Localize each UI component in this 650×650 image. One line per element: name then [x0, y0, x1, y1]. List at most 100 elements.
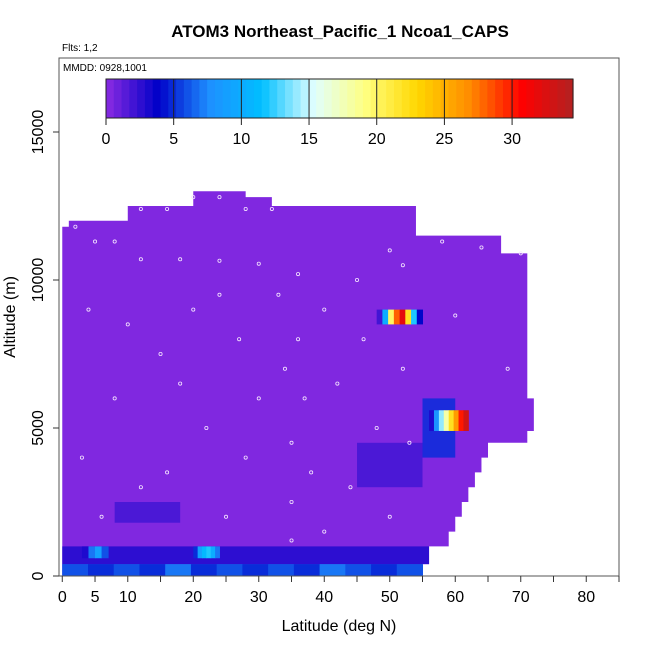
heatmap-cell: [443, 410, 450, 431]
sample-point: [387, 514, 392, 519]
y-tick-label: 15000: [30, 110, 47, 155]
colorbar-cell: [129, 79, 138, 118]
y-tick-label: 0: [30, 571, 47, 580]
sample-point: [407, 440, 412, 445]
sample-point: [138, 206, 143, 211]
colorbar-cell: [534, 79, 543, 118]
heatmap-cell: [268, 564, 295, 576]
colorbar-tick-label: 25: [436, 131, 454, 148]
heatmap-cell: [88, 564, 115, 576]
colorbar-cell: [549, 79, 559, 118]
colorbar-tick-label: 0: [102, 131, 111, 148]
colorbar-cell: [144, 79, 154, 118]
sample-point: [276, 292, 281, 297]
sample-point: [289, 440, 294, 445]
colorbar-cell: [495, 79, 504, 118]
sample-point: [518, 251, 523, 256]
heatmap-cell: [62, 564, 89, 576]
colorbar-cell: [168, 79, 177, 118]
sample-point: [191, 195, 196, 200]
heatmap-cell: [371, 564, 398, 576]
colorbar-cell: [502, 79, 512, 118]
sample-point: [93, 239, 98, 244]
heatmap-cell: [405, 309, 412, 325]
sample-point: [453, 313, 458, 318]
sample-point: [289, 538, 294, 543]
colorbar-cell: [191, 79, 200, 118]
sample-point: [282, 366, 287, 371]
sample-point: [400, 263, 405, 268]
heatmap-cell: [345, 564, 372, 576]
colorbar-cell: [292, 79, 302, 118]
heatmap-cell: [376, 309, 383, 325]
sample-point: [322, 307, 327, 312]
heatmap-cell: [193, 546, 199, 559]
colorbar-cell: [106, 79, 115, 118]
heatmap-cell: [453, 410, 460, 431]
colorbar-cell: [222, 79, 232, 118]
colorbar-tick-label: 20: [368, 131, 386, 148]
sample-point: [322, 529, 327, 534]
sample-point: [387, 248, 392, 253]
heatmap-cell: [210, 546, 216, 559]
sample-point: [505, 366, 510, 371]
flights-label: Flts: 1,2: [62, 43, 98, 54]
colorbar-cell: [464, 79, 473, 118]
heatmap-band: [62, 546, 430, 565]
colorbar-cell: [386, 79, 395, 118]
sample-point: [440, 239, 445, 244]
colorbar-cell: [417, 79, 426, 118]
chart-title: ATOM3 Northeast_Pacific_1 Ncoa1_CAPS: [171, 22, 509, 41]
colorbar-cell: [113, 79, 123, 118]
colorbar-cell: [432, 79, 442, 118]
sample-point: [112, 239, 117, 244]
colorbar-cells: [106, 79, 574, 118]
sample-point: [256, 261, 261, 266]
heatmap-cell: [382, 309, 389, 325]
colorbar-cell: [362, 79, 372, 118]
y-axis-label: Altitude (m): [2, 276, 19, 358]
colorbar-cell: [285, 79, 294, 118]
sample-point: [302, 396, 307, 401]
x-tick-label: 30: [250, 589, 268, 606]
x-tick-label: 60: [446, 589, 464, 606]
heatmap-cell: [95, 546, 103, 559]
x-tick-label: 80: [577, 589, 595, 606]
colorbar-cell: [261, 79, 271, 118]
plot-area: [62, 191, 534, 576]
y-tick-label: 5000: [30, 410, 47, 446]
colorbar-cell: [246, 79, 255, 118]
colorbar-cell: [300, 79, 309, 118]
heatmap-cell: [101, 546, 109, 559]
sample-point: [217, 258, 222, 263]
colorbar-cell: [425, 79, 434, 118]
heatmap-band: [114, 502, 181, 523]
colorbar-cell: [479, 79, 488, 118]
colorbar-cell: [370, 79, 380, 118]
sample-point: [125, 322, 130, 327]
colorbar-cell: [214, 79, 224, 118]
colorbar-cell: [121, 79, 130, 118]
sample-point: [158, 351, 163, 356]
sample-point: [191, 307, 196, 312]
x-tick-label: 20: [184, 589, 202, 606]
colorbar-cell: [199, 79, 208, 118]
colorbar-cell: [308, 79, 317, 118]
heatmap-cell: [448, 410, 455, 431]
colorbar-cell: [137, 79, 146, 118]
colorbar-cell: [238, 79, 247, 118]
colorbar-tick-label: 15: [300, 131, 318, 148]
sample-point: [217, 292, 222, 297]
y-tick-label: 10000: [30, 258, 47, 303]
heatmap-cell: [202, 546, 207, 559]
sample-point: [86, 307, 91, 312]
sample-point: [217, 195, 222, 200]
heatmap-cell: [165, 564, 192, 576]
heatmap-cell: [458, 410, 464, 431]
heatmap-cell: [399, 309, 406, 325]
colorbar-cell: [557, 79, 566, 118]
x-tick-label: 40: [315, 589, 333, 606]
colorbar-cell: [152, 79, 162, 118]
colorbar-cell: [487, 79, 496, 118]
sample-point: [112, 396, 117, 401]
